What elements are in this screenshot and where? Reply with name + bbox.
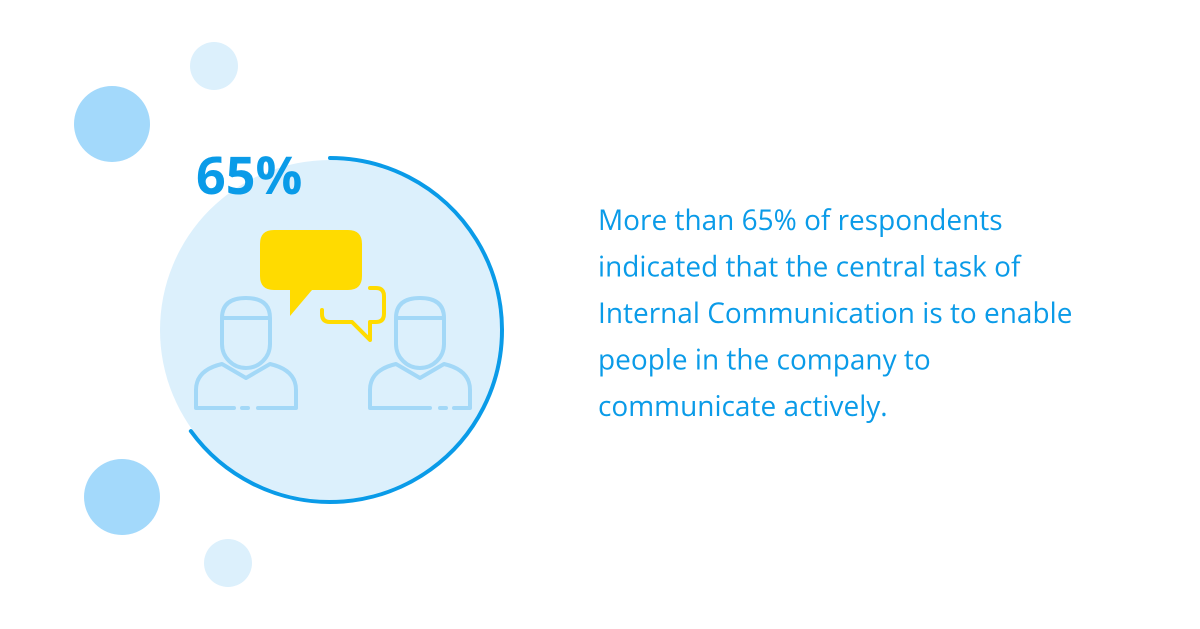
description-line: indicated that the central task of [598, 248, 1022, 286]
stat-label: 65% [196, 139, 302, 210]
description-line: Internal Communication is to enable [598, 294, 1072, 332]
decor-dot [84, 459, 160, 535]
decor-dot [190, 42, 238, 90]
description-line: More than 65% of respondents [598, 201, 1003, 239]
people-icon [194, 296, 472, 410]
speech-bubble-outline [320, 286, 386, 342]
speech-bubble [260, 230, 362, 316]
description-line: people in the company to [598, 341, 931, 379]
decor-dot [204, 539, 252, 587]
ring-background [160, 160, 500, 500]
progress-arc [188, 156, 504, 504]
description-line: communicate actively. [598, 387, 888, 425]
decor-dot [74, 86, 150, 162]
